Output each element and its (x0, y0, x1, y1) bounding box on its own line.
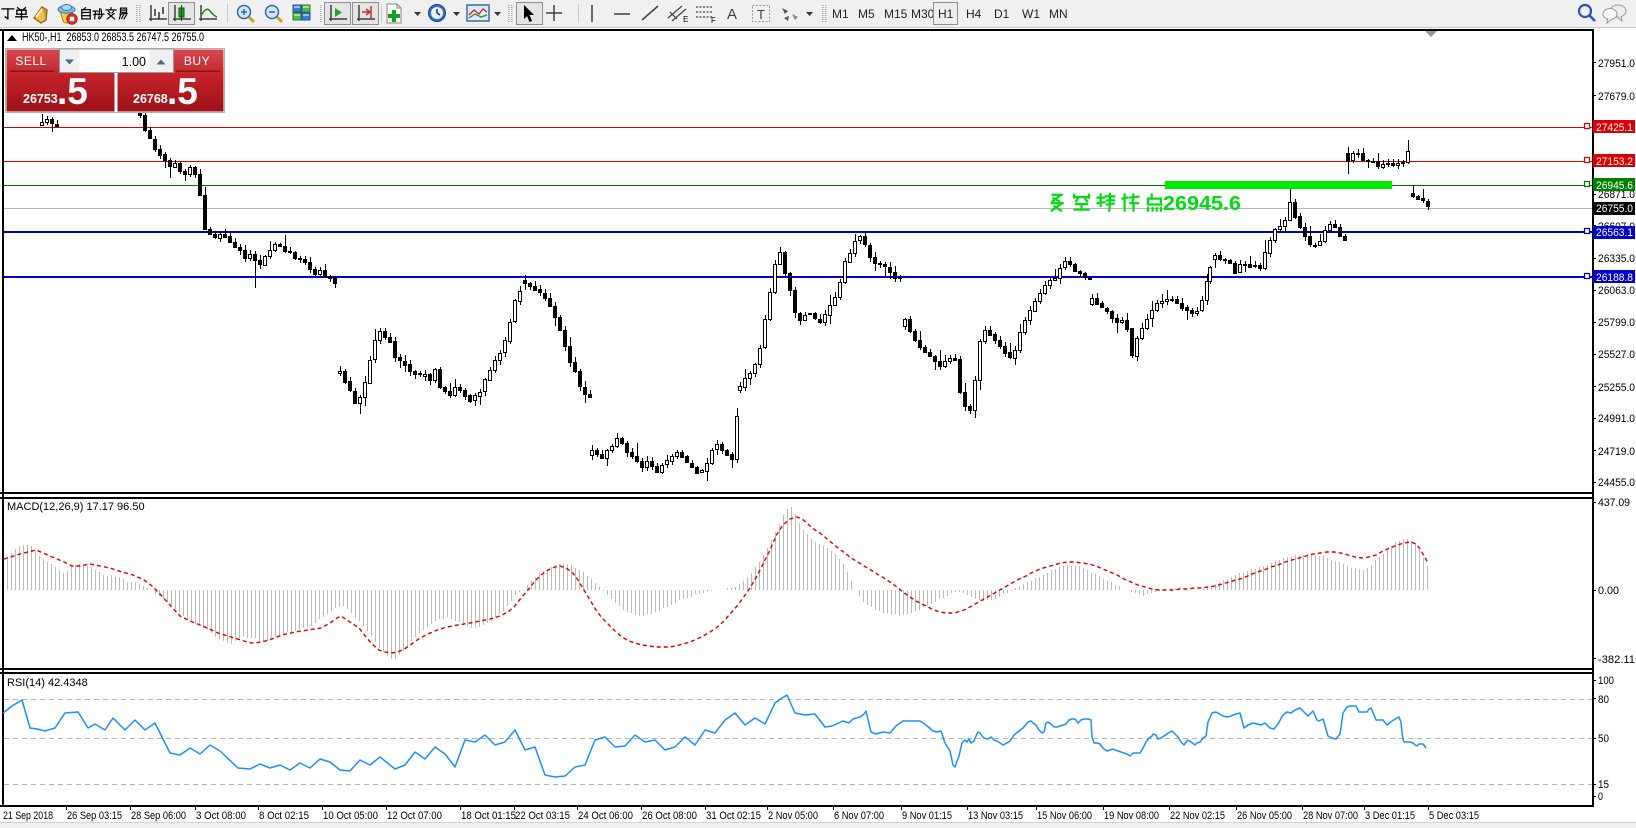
svg-text:M15: M15 (884, 7, 908, 21)
svg-text:F: F (711, 16, 716, 25)
svg-text:26945.6: 26945.6 (1596, 180, 1633, 192)
svg-text:26 Nov 05:00: 26 Nov 05:00 (1237, 810, 1292, 822)
svg-text:100: 100 (1598, 675, 1614, 687)
svg-text:21 Sep 2018: 21 Sep 2018 (3, 810, 53, 822)
svg-text:26 Oct 08:00: 26 Oct 08:00 (642, 810, 697, 822)
svg-text:5 Dec 03:15: 5 Dec 03:15 (1429, 810, 1479, 822)
svg-text:18 Oct 01:15: 18 Oct 01:15 (461, 810, 516, 822)
svg-text:-382.11: -382.11 (1598, 654, 1635, 666)
svg-text:25255.0: 25255.0 (1598, 382, 1635, 394)
svg-text:31 Oct 02:15: 31 Oct 02:15 (706, 810, 761, 822)
svg-text:MN: MN (1049, 7, 1068, 21)
svg-text:27679.0: 27679.0 (1598, 91, 1635, 103)
svg-text:RSI(14) 42.4348: RSI(14) 42.4348 (7, 677, 88, 689)
svg-text:26753: 26753 (23, 92, 58, 106)
svg-text:MACD(12,26,9) 17.17 96.50: MACD(12,26,9) 17.17 96.50 (7, 501, 145, 513)
svg-text:T: T (757, 7, 765, 22)
svg-text:W1: W1 (1022, 7, 1040, 21)
svg-text:26945.6: 26945.6 (1163, 193, 1241, 215)
svg-text:A: A (727, 6, 737, 23)
svg-text:26755.0: 26755.0 (1596, 203, 1633, 215)
svg-text:M5: M5 (858, 7, 875, 21)
svg-text:26563.1: 26563.1 (1596, 227, 1633, 239)
svg-text:10 Oct 05:00: 10 Oct 05:00 (323, 810, 378, 822)
svg-text:0: 0 (1598, 791, 1603, 803)
svg-text:6 Nov 07:00: 6 Nov 07:00 (834, 810, 884, 822)
svg-text:27951.0: 27951.0 (1598, 58, 1635, 70)
svg-text:H1: H1 (938, 7, 954, 21)
svg-text:15: 15 (1598, 779, 1609, 791)
svg-text:26 Sep 03:15: 26 Sep 03:15 (67, 810, 122, 822)
svg-text:27425.1: 27425.1 (1596, 122, 1633, 134)
svg-text:22 Oct 03:15: 22 Oct 03:15 (515, 810, 570, 822)
svg-text:80: 80 (1598, 694, 1609, 706)
svg-text:0.00: 0.00 (1598, 585, 1619, 597)
svg-text:24719.0: 24719.0 (1598, 446, 1635, 458)
svg-text:15 Nov 06:00: 15 Nov 06:00 (1037, 810, 1092, 822)
svg-text:E: E (683, 15, 688, 24)
svg-text:13 Nov 03:15: 13 Nov 03:15 (968, 810, 1023, 822)
svg-text:2 Nov 05:00: 2 Nov 05:00 (768, 810, 818, 822)
svg-text:437.09: 437.09 (1598, 497, 1630, 509)
svg-text:25799.0: 25799.0 (1598, 317, 1635, 329)
svg-text:9 Nov 01:15: 9 Nov 01:15 (902, 810, 952, 822)
svg-text:3 Oct 08:00: 3 Oct 08:00 (196, 810, 246, 822)
svg-text:H4: H4 (966, 7, 982, 21)
svg-text:26188.8: 26188.8 (1596, 272, 1633, 284)
svg-text:3 Dec 01:15: 3 Dec 01:15 (1365, 810, 1415, 822)
svg-text:19 Nov 08:00: 19 Nov 08:00 (1104, 810, 1159, 822)
svg-text:26871.0: 26871.0 (1598, 189, 1635, 201)
svg-text:26063.0: 26063.0 (1598, 285, 1635, 297)
svg-text:22 Nov 02:15: 22 Nov 02:15 (1170, 810, 1225, 822)
svg-text:SELL: SELL (15, 54, 46, 68)
svg-text:.5: .5 (167, 71, 198, 112)
svg-text:25527.0: 25527.0 (1598, 349, 1635, 361)
svg-text:28 Nov 07:00: 28 Nov 07:00 (1303, 810, 1358, 822)
svg-text:BUY: BUY (184, 54, 210, 68)
svg-text:M30: M30 (911, 7, 935, 21)
svg-text:24455.0: 24455.0 (1598, 477, 1635, 489)
svg-text:1.00: 1.00 (122, 55, 146, 69)
svg-text:12 Oct 07:00: 12 Oct 07:00 (387, 810, 442, 822)
svg-text:24 Oct 06:00: 24 Oct 06:00 (578, 810, 633, 822)
svg-text:28 Sep 06:00: 28 Sep 06:00 (131, 810, 186, 822)
svg-text:M1: M1 (832, 7, 849, 21)
svg-text:8 Oct 02:15: 8 Oct 02:15 (259, 810, 309, 822)
svg-text:24991.0: 24991.0 (1598, 413, 1635, 425)
svg-text:HK50-,H1 26853.0 26853.5 2674: HK50-,H1 26853.0 26853.5 26747.5 26755.0 (22, 32, 204, 44)
svg-text:.5: .5 (57, 71, 88, 112)
svg-text:26335.0: 26335.0 (1598, 253, 1635, 265)
svg-text:D1: D1 (994, 7, 1010, 21)
svg-text:27153.2: 27153.2 (1596, 156, 1633, 168)
svg-text:50: 50 (1598, 733, 1609, 745)
svg-text:26768: 26768 (133, 92, 168, 106)
